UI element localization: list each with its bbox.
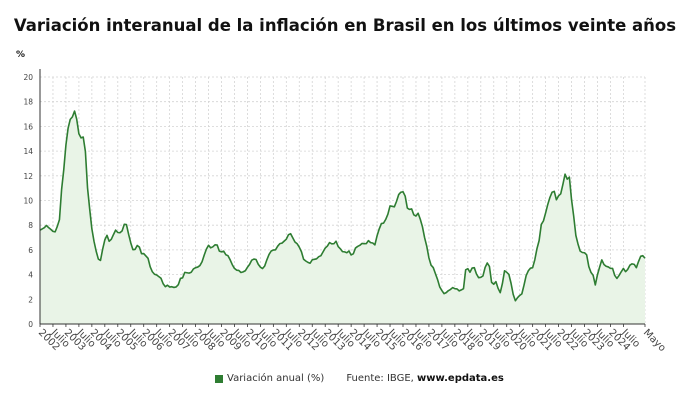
y-tick-label: 2: [28, 295, 33, 304]
y-tick-label: 14: [23, 147, 33, 156]
source-site[interactable]: www.epdata.es: [417, 373, 504, 384]
y-tick-label: 18: [23, 98, 33, 107]
y-tick-label: 8: [28, 221, 33, 230]
series-area: [40, 111, 645, 324]
y-tick-label: 10: [23, 197, 33, 206]
y-tick-label: 4: [28, 271, 33, 280]
y-tick-label: 20: [23, 73, 33, 82]
y-tick-label: 0: [28, 320, 33, 329]
y-tick-label: 12: [23, 172, 33, 181]
source-note: Fuente: IBGE, www.epdata.es: [346, 373, 504, 384]
y-axis-label: %: [16, 50, 25, 60]
legend-swatch: [215, 374, 223, 383]
chart-title: Variación interanual de la inflación en …: [13, 16, 677, 35]
legend: Variación anual (%) Fuente: IBGE, www.ep…: [215, 373, 504, 384]
source-prefix: Fuente: IBGE,: [346, 373, 418, 384]
legend-label: Variación anual (%): [227, 373, 325, 384]
y-tick-label: 6: [28, 246, 33, 255]
y-tick-label: 16: [23, 122, 33, 131]
x-tick-label: Mayo: [641, 327, 668, 354]
